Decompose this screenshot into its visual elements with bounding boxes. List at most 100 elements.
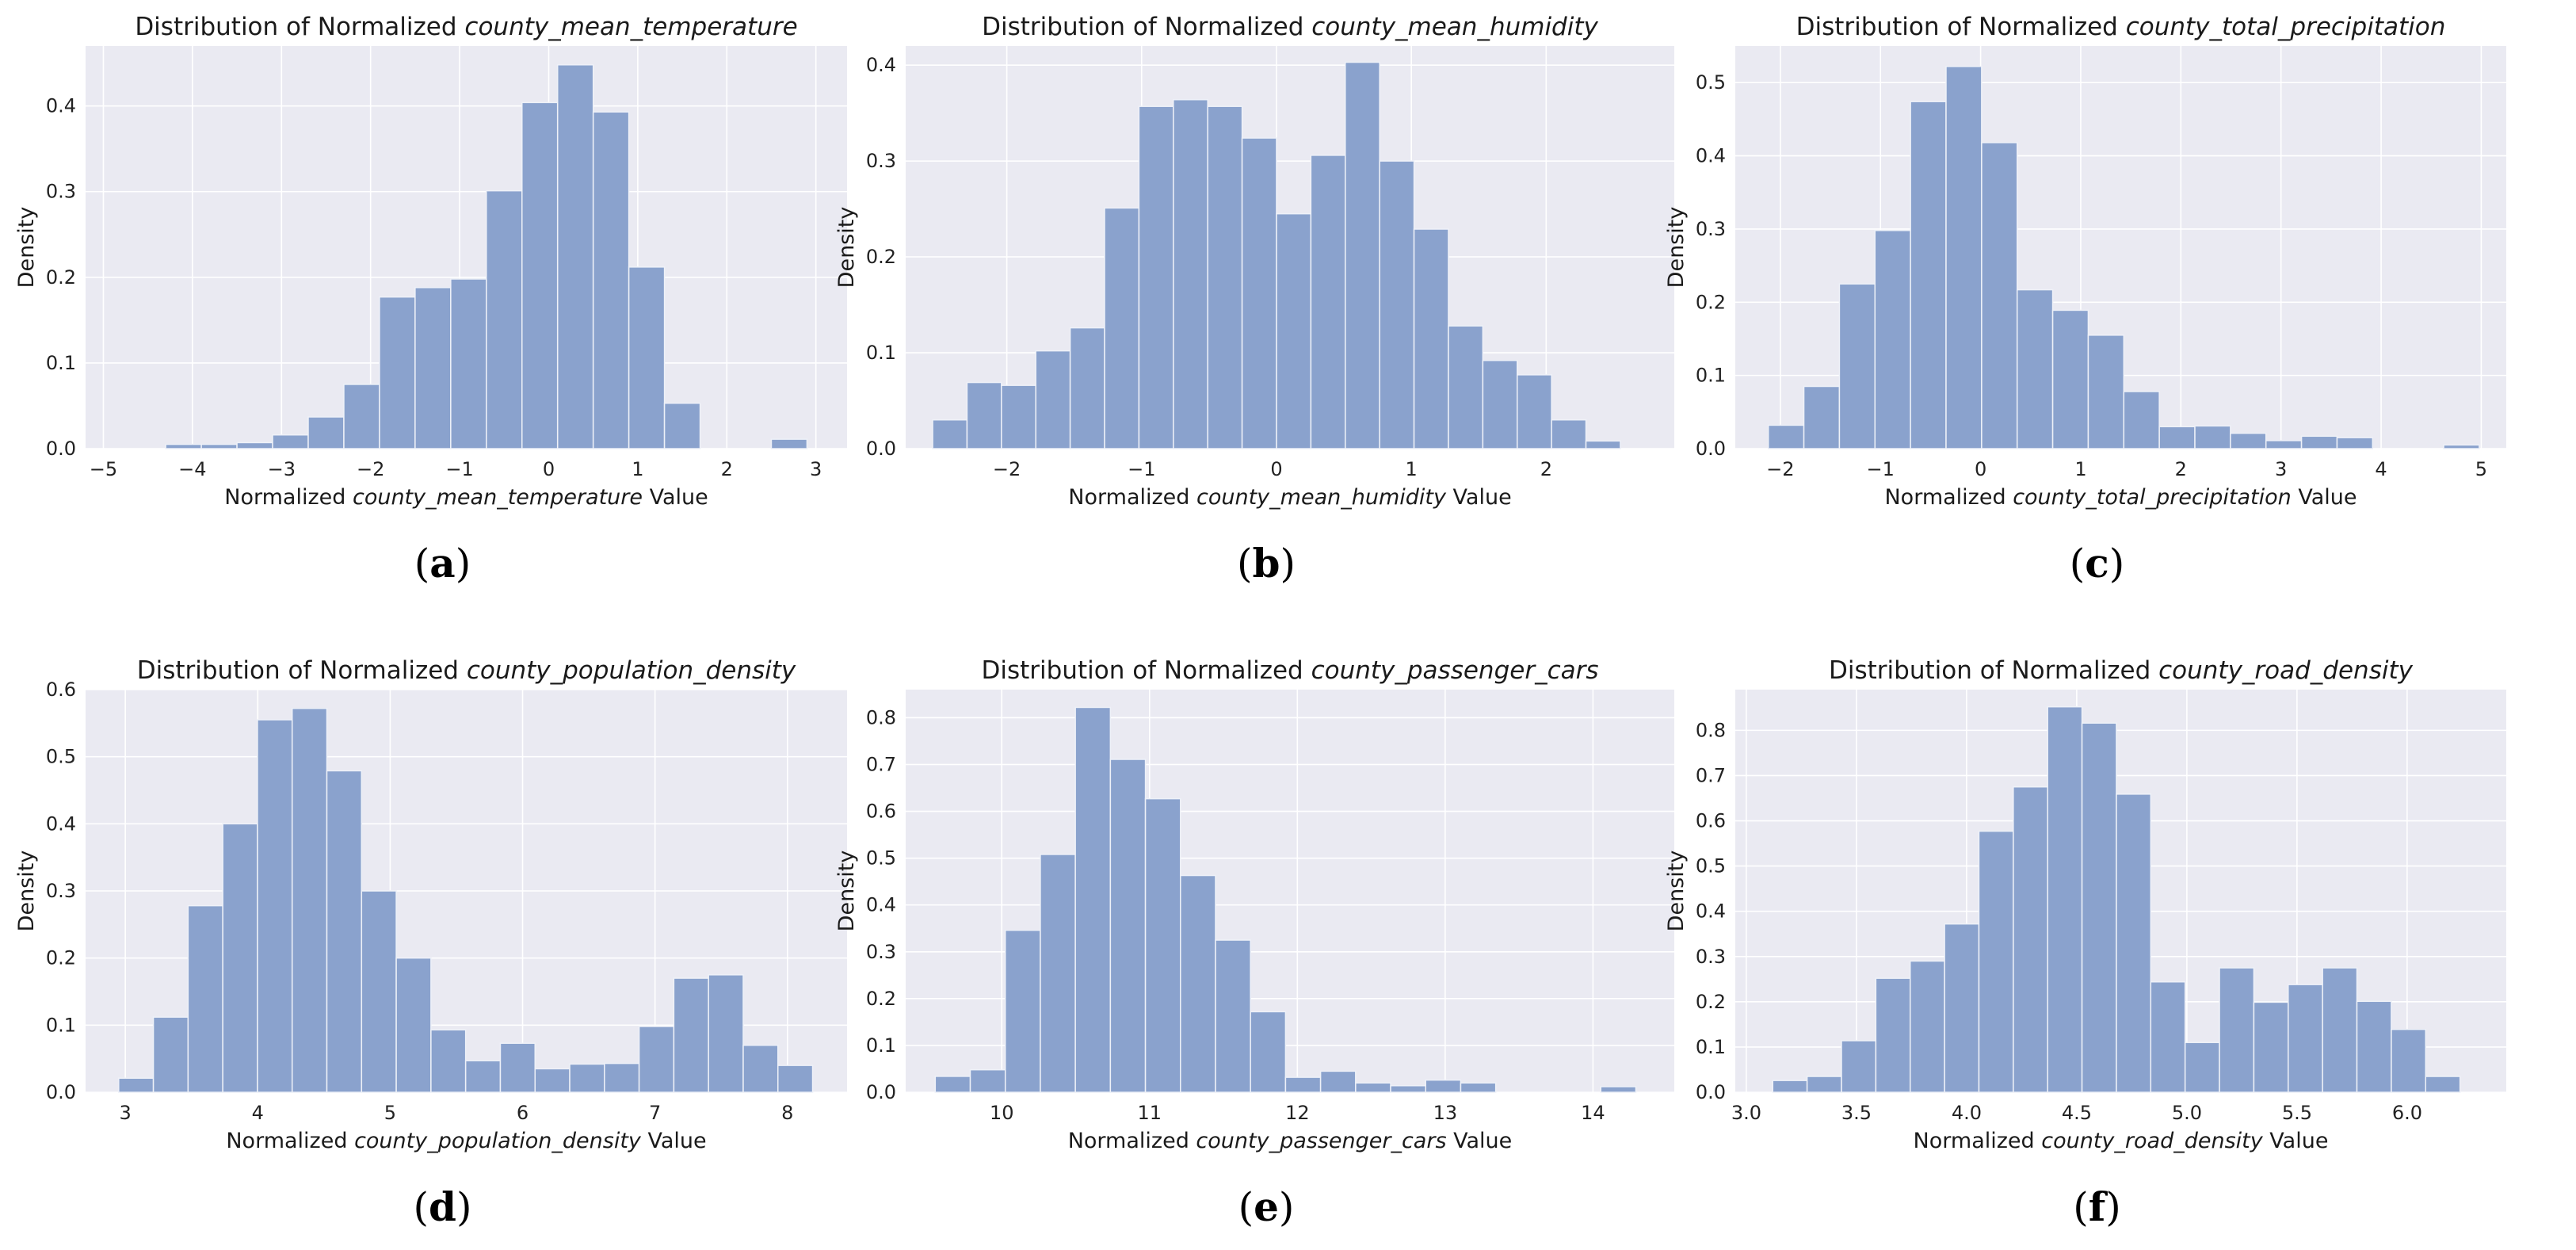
histogram-bar (1978, 830, 2014, 1093)
histogram-bar (2123, 391, 2160, 449)
x-tick-label: 5 (2475, 458, 2487, 480)
x-tick-label: −2 (1766, 458, 1794, 480)
y-axis-label: Density (834, 207, 859, 289)
x-tick-label: 3 (810, 458, 822, 480)
x-axis-label: Normalized county_population_density Val… (226, 1129, 706, 1153)
histogram-bar (534, 1068, 571, 1093)
xlabel-variable: county_road_density (2041, 1129, 2263, 1153)
histogram-bar (1516, 374, 1552, 449)
x-tick-label: 5 (384, 1102, 396, 1124)
histogram-bar (1841, 1040, 1877, 1093)
histogram-bar (1767, 424, 1805, 449)
x-tick-label: 3.0 (1731, 1102, 1761, 1124)
histogram-bar (430, 1029, 467, 1093)
x-tick-label: −5 (90, 458, 117, 480)
histogram-bar (708, 974, 744, 1093)
y-tick-label: 0.8 (866, 706, 896, 728)
histogram-bar (499, 1042, 536, 1093)
title-variable: county_total_precipitation (2126, 13, 2446, 41)
y-tick-label: 0.5 (1696, 855, 1726, 877)
y-tick-label: 0.7 (866, 754, 896, 776)
x-tick-label: 0 (1270, 458, 1282, 480)
title-prefix: Distribution of Normalized (135, 13, 464, 41)
xlabel-variable: county_passenger_cars (1196, 1129, 1446, 1153)
title-variable: county_passenger_cars (1311, 656, 1599, 685)
histogram-bar (1909, 960, 1945, 1093)
title-prefix: Distribution of Normalized (982, 13, 1311, 41)
histogram-bar (1379, 160, 1415, 449)
histogram-bar (1981, 142, 2018, 449)
histogram-bar (969, 1068, 1006, 1093)
histogram-bar (1319, 1070, 1357, 1093)
caption-letter: a (429, 540, 455, 587)
histogram-bar (1600, 1086, 1637, 1093)
x-tick-label: −4 (178, 458, 206, 480)
caption-letter: e (1254, 1183, 1279, 1230)
histogram-bar (2443, 444, 2480, 449)
histogram-bar (1838, 283, 1876, 449)
x-tick-label: 6.0 (2392, 1102, 2422, 1124)
y-tick-label: 0.6 (46, 679, 76, 701)
y-tick-label: 0.1 (1696, 365, 1726, 387)
histogram-bar (604, 1062, 640, 1093)
histogram-bar (1413, 228, 1449, 449)
histogram-bar (187, 904, 223, 1093)
histogram-bar (1944, 923, 1980, 1093)
y-tick-label: 0.2 (1696, 291, 1726, 313)
y-axis-label: Density (14, 207, 39, 289)
histogram-bar (932, 419, 968, 449)
histogram-bar (1215, 939, 1251, 1093)
x-tick-label: −2 (993, 458, 1021, 480)
histogram-bar (2087, 334, 2125, 449)
xlabel-suffix: Value (643, 485, 708, 510)
histogram-bar (1074, 706, 1112, 1093)
histogram-bar (200, 443, 238, 449)
x-tick-label: 6 (517, 1102, 529, 1124)
y-tick-label: 0.3 (46, 181, 76, 203)
y-tick-label: 0.0 (46, 438, 76, 460)
caption-letter: d (429, 1183, 456, 1230)
x-tick-label: −1 (1867, 458, 1895, 480)
histogram-bar (1874, 230, 1911, 449)
histogram-bar (2194, 425, 2231, 449)
histogram-bar (165, 443, 202, 449)
y-tick-label: 0.2 (866, 246, 896, 268)
histogram-panel-b: −2 −1 0 1 2 0.0 0.1 0.2 0.3 0.4 Distribution of No… (834, 13, 1674, 587)
histogram-bar (2322, 967, 2358, 1093)
histogram-bar (2150, 981, 2186, 1093)
y-tick-label: 0.3 (46, 880, 76, 902)
histogram-bar (291, 707, 328, 1093)
histogram-bar (152, 1016, 189, 1093)
title-variable: county_mean_temperature (464, 13, 797, 41)
histogram-bar (1069, 327, 1105, 449)
x-axis-label: Normalized county_road_density Value (1914, 1129, 2329, 1153)
y-tick-label: 0.1 (46, 352, 76, 374)
histogram-bar (2356, 1000, 2392, 1093)
histogram-bar (464, 1060, 502, 1093)
histogram-bar (1310, 155, 1346, 449)
y-tick-label: 0.0 (866, 1081, 896, 1103)
x-tick-label: 10 (990, 1102, 1014, 1124)
x-axis-label: Normalized county_total_precipitation Va… (1884, 485, 2357, 510)
x-tick-label: −1 (445, 458, 473, 480)
y-tick-label: 0.5 (1696, 71, 1726, 94)
xlabel-suffix: Value (2263, 1129, 2329, 1153)
histogram-bar (1551, 419, 1587, 449)
xlabel-variable: county_total_precipitation (2013, 485, 2292, 510)
histogram-bar (1355, 1082, 1391, 1093)
x-tick-label: 2 (2175, 458, 2187, 480)
histogram-bar (2158, 426, 2196, 449)
x-tick-label: 2 (1540, 458, 1552, 480)
histogram-bar (1144, 797, 1181, 1093)
y-tick-label: 0.1 (1696, 1036, 1726, 1058)
x-tick-label: −1 (1128, 458, 1155, 480)
histogram-bar (1109, 759, 1147, 1093)
y-tick-label: 0.4 (1696, 900, 1726, 923)
histogram-bar (2300, 435, 2338, 449)
x-tick-label: 3 (119, 1102, 131, 1124)
y-tick-label: 0.2 (46, 266, 76, 289)
histogram-bar (1276, 212, 1312, 449)
title-prefix: Distribution of Normalized (981, 656, 1311, 685)
y-tick-label: 0.4 (866, 894, 896, 916)
histogram-bar (1945, 66, 1983, 449)
